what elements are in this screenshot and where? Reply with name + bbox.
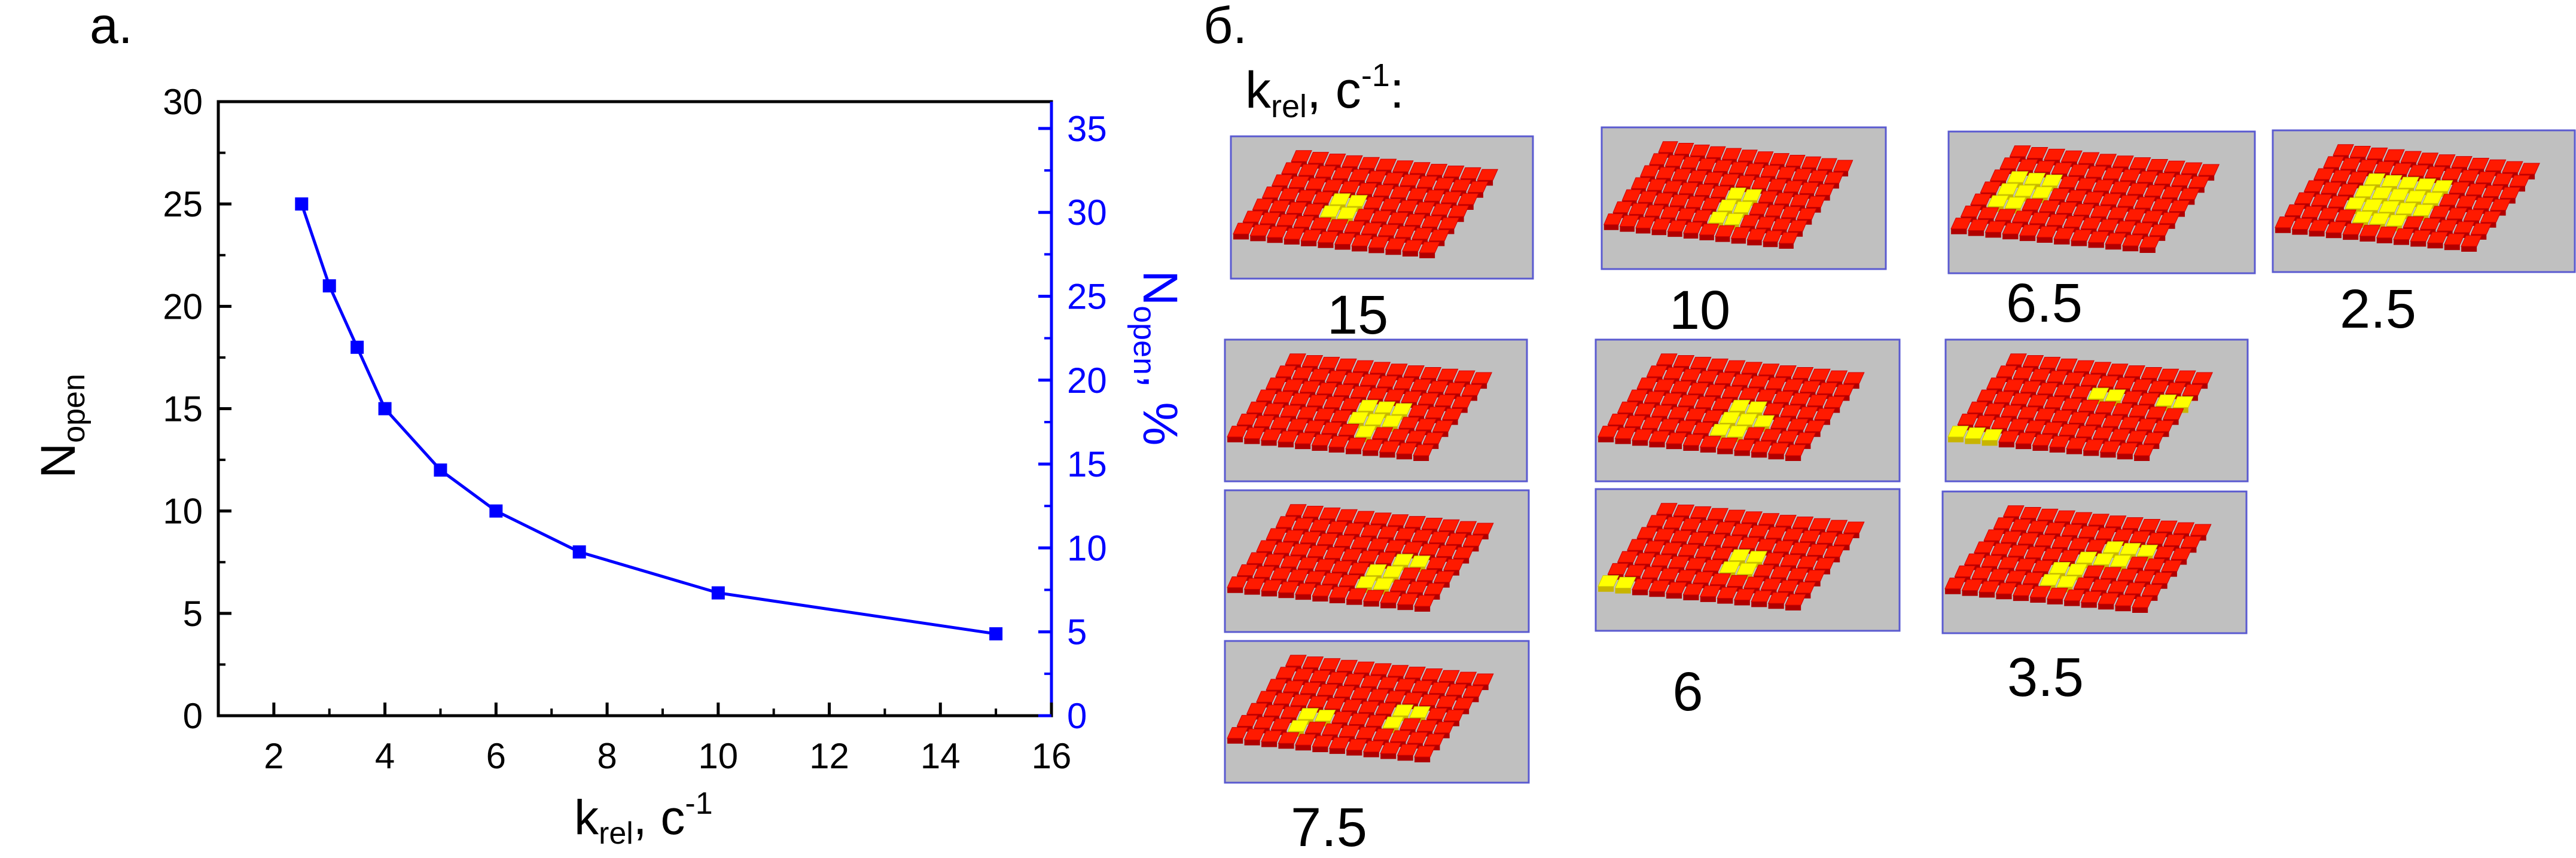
thumb-label-6: 6 (1672, 661, 1703, 722)
y-tick-label: 10 (163, 491, 203, 532)
thumb-label-15: 15 (1327, 285, 1388, 346)
y2-tick-label: 25 (1067, 276, 1107, 316)
y2-tick-label: 35 (1067, 109, 1107, 149)
y-tick-label: 15 (163, 389, 203, 429)
thumb-row2-a (1224, 338, 1528, 483)
y-tick-label: 20 (163, 286, 203, 326)
thumb-15 (1230, 135, 1534, 280)
y-tick-label: 0 (183, 696, 203, 736)
y-tick-label: 25 (163, 184, 203, 224)
x-tick-label: 14 (920, 736, 961, 776)
data-point (434, 463, 447, 477)
y2-tick-label: 5 (1067, 612, 1087, 652)
x-tick-label: 8 (597, 736, 617, 776)
y2-axis-title: Nopen, % (1127, 270, 1187, 445)
x-tick-label: 6 (486, 736, 506, 776)
y-tick-label: 5 (183, 594, 203, 634)
lattice-thumbnails (1224, 126, 2576, 784)
thumb-row3-c (1941, 490, 2248, 634)
data-point (295, 197, 309, 211)
thumb-row3-a (1224, 489, 1530, 633)
x-axis-ticks: 2 4 6 8 10 12 14 16 (217, 703, 1072, 776)
y2-tick-label: 15 (1067, 444, 1107, 484)
y-tick-label: 30 (163, 82, 203, 122)
x-tick-label: 4 (375, 736, 395, 776)
y-axis-ticks: 0 5 10 15 20 25 30 (163, 82, 231, 736)
thumb-label-7-5: 7.5 (1291, 797, 1367, 858)
y2-tick-label: 10 (1067, 528, 1107, 568)
y-axis-title: Nopen (31, 374, 92, 478)
x-tick-label: 10 (698, 736, 738, 776)
thumb-label-2-5: 2.5 (2340, 279, 2416, 340)
x-tick-label: 16 (1032, 736, 1072, 776)
y2-tick-label: 0 (1067, 696, 1087, 736)
x-tick-label: 12 (809, 736, 849, 776)
thumb-row4-a (1224, 640, 1530, 784)
x-tick-label: 2 (264, 736, 283, 776)
thumb-label-3-5: 3.5 (2007, 647, 2084, 708)
thumb-6-5 (1947, 130, 2256, 274)
data-point (489, 504, 503, 518)
thumb-label-10: 10 (1669, 280, 1730, 341)
x-axis-title: krel, c-1 (574, 786, 713, 851)
y2-tick-label: 30 (1067, 193, 1107, 233)
thumb-row2-c (1944, 338, 2249, 483)
panel-b-label: б. (1203, 0, 1247, 54)
thumb-row3-b (1595, 488, 1901, 632)
panel-b-heading: krel, c-1: (1245, 57, 1404, 124)
data-point (989, 627, 1003, 641)
thumb-2-5 (2272, 129, 2576, 273)
y2-axis-ticks: 0 5 10 15 20 25 30 35 (1038, 109, 1107, 736)
series-line (300, 203, 996, 636)
line-chart: 2 4 6 8 10 12 14 16 0 5 10 15 20 25 30 0 5 10 15 20 25 30 35… (31, 82, 1187, 851)
panel-a-label: а. (90, 0, 133, 54)
thumb-row2-b (1595, 338, 1901, 483)
series-layer (295, 197, 1003, 641)
data-point (378, 402, 392, 416)
data-point (322, 279, 336, 293)
data-point (711, 586, 725, 600)
thumb-label-6-5: 6.5 (2006, 273, 2083, 334)
data-point (350, 340, 364, 354)
thumb-10 (1601, 126, 1887, 270)
y2-tick-label: 20 (1067, 361, 1107, 401)
data-point (572, 545, 586, 559)
